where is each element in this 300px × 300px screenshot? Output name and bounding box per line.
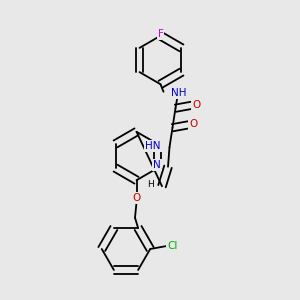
Text: HN: HN [145,141,161,151]
Text: N: N [153,160,160,170]
Text: O: O [189,119,198,129]
Text: NH: NH [171,88,187,98]
Text: Cl: Cl [167,241,178,251]
Text: H: H [147,180,154,189]
Text: O: O [132,193,141,203]
Text: F: F [158,29,164,39]
Text: O: O [192,100,201,110]
